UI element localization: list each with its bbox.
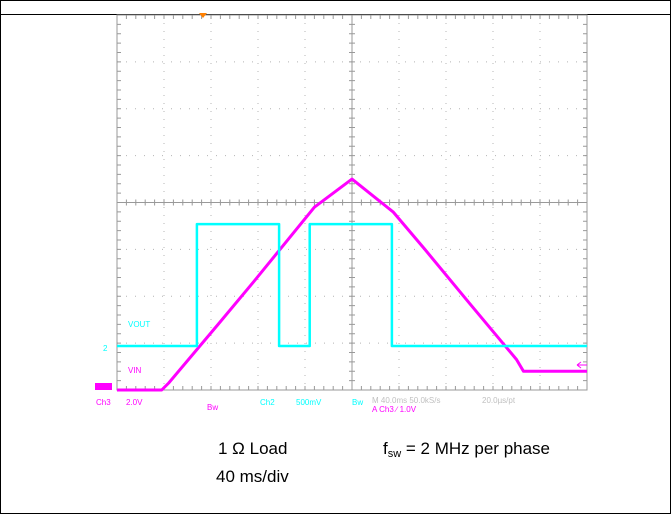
point-interval-readout: 20.0µs/pt bbox=[482, 396, 516, 405]
trace-vin bbox=[117, 177, 587, 392]
scope-traces bbox=[117, 177, 587, 392]
fsw-caption: fsw = 2 MHz per phase bbox=[383, 439, 550, 460]
trigger-level-arrow-icon bbox=[576, 361, 587, 369]
scope-grid bbox=[116, 14, 588, 391]
timebase-readout: M 40.0ms 50.0kS/s bbox=[372, 396, 440, 405]
oscilloscope-screen: VOUT VIN 2 3 Ch3 2.0V Bw Ch2 500mV Bw M … bbox=[95, 13, 588, 414]
vout-label: VOUT bbox=[128, 320, 150, 329]
trace-vout bbox=[117, 222, 587, 348]
bw1-label: Bw bbox=[207, 403, 218, 412]
fsw-subscript: sw bbox=[387, 448, 402, 460]
fsw-symbol: f bbox=[383, 439, 388, 458]
trigger-position-icon bbox=[199, 13, 207, 18]
ch3-label: Ch3 bbox=[96, 398, 111, 407]
ch3-ground-badge bbox=[95, 383, 112, 390]
ch2-label: Ch2 bbox=[260, 398, 275, 407]
load-caption: 1 Ω Load bbox=[218, 439, 288, 458]
bw2-label: Bw bbox=[352, 398, 363, 407]
fsw-value: = 2 MHz per phase bbox=[401, 439, 551, 458]
vin-label: VIN bbox=[128, 366, 142, 375]
ch3-scale: 2.0V bbox=[126, 398, 143, 407]
ch2-scale: 500mV bbox=[296, 398, 322, 407]
timebase-caption: 40 ms/div bbox=[216, 467, 289, 486]
trigger-readout: A Ch3 ∕ 1.0V bbox=[372, 405, 417, 414]
ch2-ground-marker: 2 bbox=[103, 344, 108, 353]
